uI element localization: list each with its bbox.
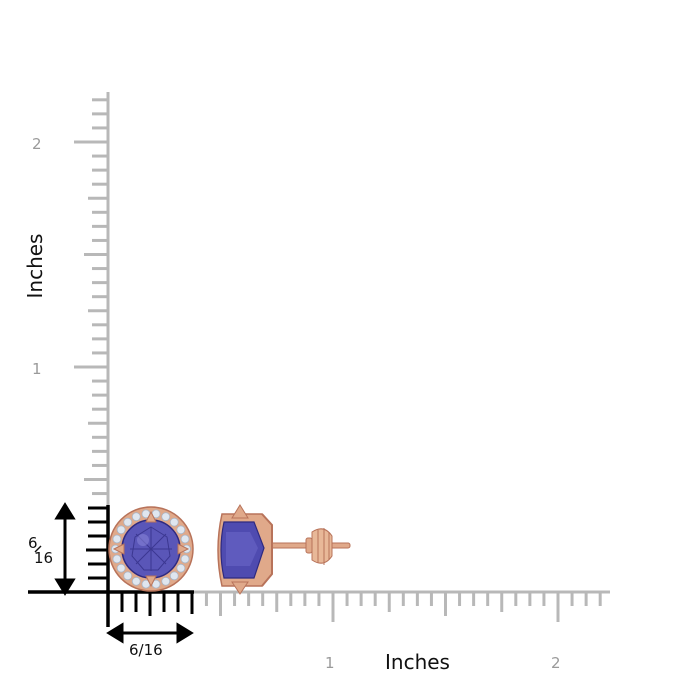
halo-diamond xyxy=(169,571,179,581)
x-ruler-ticks xyxy=(204,592,602,622)
halo-diamond xyxy=(131,576,141,586)
halo-diamond xyxy=(123,571,133,581)
screw-back xyxy=(311,528,333,565)
width-dimension-arrow xyxy=(106,622,194,644)
halo-diamond xyxy=(112,534,122,544)
y-axis-title: Inches xyxy=(23,233,47,299)
gold-prongs xyxy=(112,510,190,588)
width-dimension-label: 6/16 xyxy=(129,641,163,659)
height-label-numerator: 6 xyxy=(28,534,38,552)
black-y-ticks xyxy=(86,506,108,580)
earring-side-view xyxy=(217,504,351,595)
x-axis-title: Inches xyxy=(385,650,450,674)
y-ruler-ticks xyxy=(74,98,108,496)
black-x-ticks xyxy=(120,592,194,616)
height-label-denominator: 16 xyxy=(34,549,54,567)
y-tick-label-1: 1 xyxy=(32,360,42,378)
halo-diamond xyxy=(123,517,133,527)
earring-front-view xyxy=(108,506,194,592)
halo-diamond xyxy=(180,534,190,544)
halo-diamond xyxy=(161,576,171,586)
x-tick-label-1: 1 xyxy=(325,654,335,672)
halo-diamond xyxy=(116,525,126,535)
halo-diamond xyxy=(112,554,122,564)
height-dimension-label: 6 16 xyxy=(26,534,58,570)
halo-diamond xyxy=(131,512,141,522)
halo-diamond xyxy=(116,563,126,573)
halo-diamond xyxy=(176,563,186,573)
halo-diamond xyxy=(161,512,171,522)
diamond-halo xyxy=(111,509,191,589)
x-tick-label-2: 2 xyxy=(551,654,561,672)
height-dimension-arrow xyxy=(54,502,76,596)
halo-diamond xyxy=(180,554,190,564)
halo-diamond xyxy=(176,525,186,535)
y-tick-label-2: 2 xyxy=(32,135,42,153)
height-label-slash xyxy=(34,545,42,553)
halo-diamond xyxy=(169,517,179,527)
